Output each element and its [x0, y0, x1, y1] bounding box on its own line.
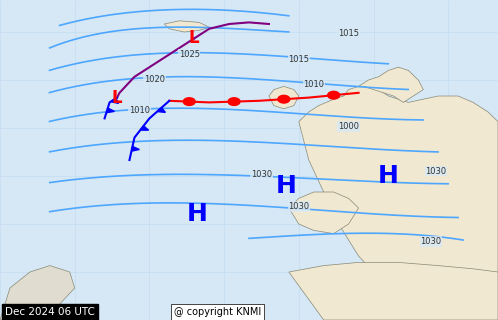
Text: 1010: 1010 [129, 106, 150, 115]
Polygon shape [269, 86, 299, 109]
Circle shape [328, 91, 340, 99]
Polygon shape [157, 108, 165, 112]
Text: 1030: 1030 [425, 167, 446, 176]
Polygon shape [289, 192, 359, 234]
Polygon shape [0, 266, 75, 320]
Text: 1030: 1030 [420, 237, 441, 246]
Text: H: H [276, 173, 297, 197]
Text: 1000: 1000 [338, 122, 359, 131]
Text: Dec 2024 06 UTC: Dec 2024 06 UTC [5, 307, 95, 317]
Text: 1025: 1025 [179, 50, 200, 59]
Text: 1010: 1010 [303, 80, 324, 89]
Text: L: L [112, 89, 123, 107]
Polygon shape [289, 262, 498, 320]
Text: 1030: 1030 [288, 202, 309, 211]
Text: @ copyright KNMI: @ copyright KNMI [174, 307, 261, 317]
Text: 1020: 1020 [144, 76, 165, 84]
Text: 1015: 1015 [338, 29, 359, 38]
Text: L: L [189, 29, 200, 47]
Circle shape [228, 98, 240, 106]
Text: 1015: 1015 [288, 55, 309, 64]
Polygon shape [140, 126, 148, 130]
Text: H: H [378, 164, 399, 188]
Text: H: H [186, 203, 207, 227]
Polygon shape [299, 83, 498, 320]
Polygon shape [164, 21, 209, 32]
Polygon shape [111, 98, 119, 103]
Text: 1030: 1030 [251, 170, 272, 179]
Polygon shape [359, 67, 423, 102]
Circle shape [278, 95, 290, 103]
Polygon shape [131, 147, 139, 151]
Circle shape [183, 98, 195, 106]
Polygon shape [107, 108, 115, 113]
